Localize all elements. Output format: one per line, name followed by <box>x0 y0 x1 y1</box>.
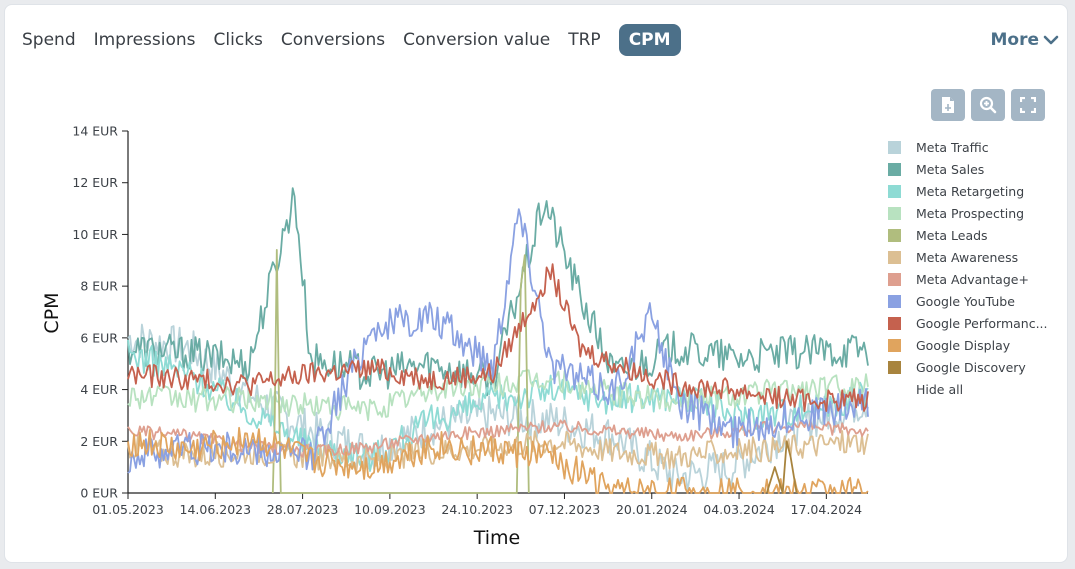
y-tick-label: 2 EUR <box>80 434 118 449</box>
zoom-in-icon <box>979 96 997 114</box>
x-tick-label: 14.06.2023 <box>180 502 252 517</box>
legend-swatch <box>888 184 901 198</box>
tab-conversions[interactable]: Conversions <box>280 30 386 50</box>
y-axis-label: CPM <box>41 292 63 333</box>
legend-swatch <box>888 338 901 352</box>
tab-conversion-value[interactable]: Conversion value <box>403 30 551 50</box>
series-line-google-discovery <box>765 440 798 494</box>
tab-impressions[interactable]: Impressions <box>93 30 196 50</box>
export-button[interactable] <box>931 89 965 121</box>
legend-label: Meta Advantage+ <box>916 271 1029 287</box>
series-line-google-display <box>127 426 869 494</box>
y-tick-label: 0 EUR <box>80 486 118 501</box>
x-tick-label: 17.04.2024 <box>791 502 863 517</box>
legend-label: Meta Prospecting <box>916 205 1025 221</box>
legend-item[interactable]: Google Display <box>888 334 1048 356</box>
series-line-meta-sales <box>127 187 869 397</box>
x-tick-label: 28.07.2023 <box>267 502 339 517</box>
legend-item[interactable]: Meta Sales <box>888 158 1048 180</box>
series-line-google-performance-max <box>127 263 869 413</box>
series-line-meta-leads <box>271 249 530 494</box>
y-tick-label: 12 EUR <box>72 175 118 190</box>
legend-item[interactable]: Google Performanc... <box>888 312 1048 334</box>
fullscreen-icon <box>1020 97 1036 113</box>
x-tick-label: 10.09.2023 <box>354 502 426 517</box>
legend-swatch <box>888 294 901 308</box>
chart-toolbar <box>931 89 1051 121</box>
legend-label: Google Display <box>916 337 1011 353</box>
legend-item[interactable]: Google Discovery <box>888 356 1048 378</box>
export-icon <box>942 97 954 113</box>
legend-label: Google YouTube <box>916 293 1015 309</box>
series-line-meta-traffic <box>127 323 869 492</box>
legend-item[interactable]: Meta Retargeting <box>888 180 1048 202</box>
x-tick-label: 20.01.2024 <box>616 502 688 517</box>
legend-swatch <box>888 316 901 330</box>
tab-clicks[interactable]: Clicks <box>213 30 263 50</box>
fullscreen-button[interactable] <box>1011 89 1045 121</box>
more-label: More <box>990 30 1039 50</box>
y-tick-label: 10 EUR <box>72 227 118 242</box>
legend-swatch <box>888 206 901 220</box>
chevron-down-icon <box>1043 35 1059 45</box>
legend-label: Meta Traffic <box>916 139 989 155</box>
series-line-meta-prospecting <box>127 369 869 422</box>
legend-item[interactable]: Meta Leads <box>888 224 1048 246</box>
tab-trp[interactable]: TRP <box>568 30 601 50</box>
series-line-meta-retargeting <box>127 339 869 472</box>
legend-label: Meta Retargeting <box>916 183 1025 199</box>
legend-label: Meta Awareness <box>916 249 1019 265</box>
x-tick-label: 01.05.2023 <box>92 502 164 517</box>
metric-tabs: Spend Impressions Clicks Conversions Convers… <box>22 24 699 56</box>
tab-cpm[interactable]: CPM <box>618 24 681 56</box>
y-tick-label: 14 EUR <box>72 124 118 139</box>
x-tick-label: 24.10.2023 <box>441 502 513 517</box>
chart-legend: Meta Traffic Meta Sales Meta Retargeting Me… <box>888 136 1048 400</box>
legend-item[interactable]: Meta Traffic <box>888 136 1048 158</box>
legend-swatch <box>888 360 901 374</box>
x-axis-label: Time <box>473 527 521 549</box>
series-line-meta-awareness <box>127 430 869 474</box>
legend-item[interactable]: Meta Prospecting <box>888 202 1048 224</box>
legend-item[interactable]: Meta Awareness <box>888 246 1048 268</box>
legend-label: Meta Leads <box>916 227 988 243</box>
tab-spend[interactable]: Spend <box>22 30 76 50</box>
legend-label: Google Discovery <box>916 359 1026 375</box>
legend-swatch <box>888 272 901 286</box>
legend-label: Meta Sales <box>916 161 985 177</box>
zoom-button[interactable] <box>971 89 1005 121</box>
legend-item[interactable]: Google YouTube <box>888 290 1048 312</box>
legend-label: Google Performanc... <box>916 315 1048 331</box>
hide-all-button[interactable]: Hide all <box>916 381 964 397</box>
y-tick-label: 8 EUR <box>80 279 118 294</box>
y-tick-label: 6 EUR <box>80 330 118 345</box>
legend-swatch <box>888 162 901 176</box>
more-menu-button[interactable]: More <box>990 30 1059 50</box>
legend-swatch <box>888 140 901 154</box>
legend-swatch <box>888 228 901 242</box>
y-tick-label: 4 EUR <box>80 382 118 397</box>
x-tick-label: 04.03.2024 <box>703 502 775 517</box>
series-line-google-youtube <box>127 208 869 474</box>
x-tick-label: 07.12.2023 <box>529 502 601 517</box>
legend-swatch <box>888 250 901 264</box>
legend-item[interactable]: Meta Advantage+ <box>888 268 1048 290</box>
